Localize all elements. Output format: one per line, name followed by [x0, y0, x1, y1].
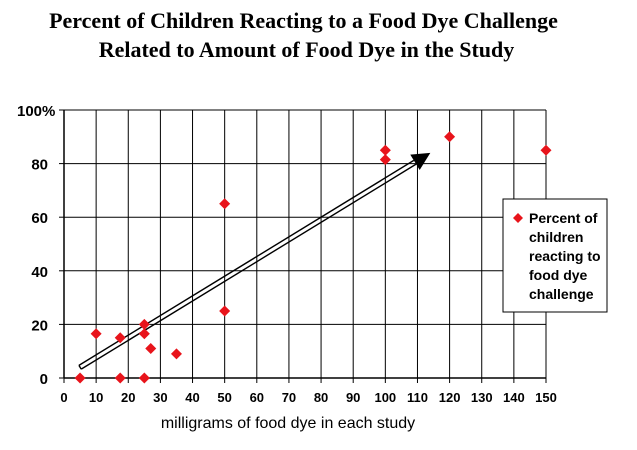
grid	[64, 109, 547, 378]
data-point	[138, 318, 150, 330]
data-point	[145, 343, 157, 355]
x-tick-label: 100	[374, 390, 396, 405]
data-point	[444, 131, 456, 143]
x-tick-label: 20	[121, 390, 135, 405]
trend-arrow-tail	[78, 365, 82, 370]
x-tick-label: 80	[314, 390, 328, 405]
x-tick-label: 70	[282, 390, 296, 405]
x-tick-label: 140	[503, 390, 525, 405]
x-tick-label: 30	[153, 390, 167, 405]
x-tick-label: 50	[217, 390, 231, 405]
chart-title-line-1: Percent of Children Reacting to a Food D…	[49, 8, 558, 33]
x-tick-label: 130	[471, 390, 493, 405]
y-tick-label: 20	[31, 317, 48, 334]
data-point	[138, 372, 150, 384]
x-tick-label: 0	[60, 390, 67, 405]
y-tick-label: 40	[31, 264, 48, 281]
x-tick-label: 90	[346, 390, 360, 405]
legend-label-line: challenge	[529, 286, 594, 302]
data-point	[138, 328, 150, 340]
data-point	[170, 348, 182, 360]
legend-label-line: Percent of	[529, 210, 598, 226]
x-tick-label: 10	[89, 390, 103, 405]
x-tick-label: 60	[250, 390, 264, 405]
data-point	[219, 305, 231, 317]
chart-title-line-2: Related to Amount of Food Dye in the Stu…	[98, 37, 515, 62]
legend: Percent of children reacting to food dye cha…	[502, 198, 608, 313]
legend-label-line: children	[529, 229, 583, 245]
x-tick-label: 110	[407, 390, 428, 405]
data-point	[114, 372, 126, 384]
trend-arrow-shaft-1	[80, 163, 417, 370]
data-point	[379, 144, 391, 156]
data-points	[74, 131, 552, 384]
data-point	[219, 198, 231, 210]
y-tick-label: 0	[40, 371, 48, 388]
data-point	[540, 144, 552, 156]
legend-label-line: reacting to	[529, 248, 601, 264]
data-point	[379, 154, 391, 166]
x-tick-label: 40	[185, 390, 199, 405]
y-tick-label: 60	[31, 210, 48, 227]
data-point	[90, 328, 102, 340]
trend-arrow-shaft-2	[78, 159, 415, 367]
data-point	[114, 332, 126, 344]
y-tick-label: 80	[31, 157, 48, 174]
trend-arrow	[78, 152, 431, 370]
y-tick-label: 100%	[17, 103, 55, 120]
data-point	[74, 372, 86, 384]
x-axis-label: milligrams of food dye in each study	[161, 415, 415, 432]
legend-label-line: food dye	[529, 267, 588, 283]
legend-marker	[513, 213, 523, 223]
trend-arrow-head	[410, 152, 431, 170]
x-tick-label: 150	[535, 390, 557, 405]
x-tick-label: 120	[439, 390, 461, 405]
